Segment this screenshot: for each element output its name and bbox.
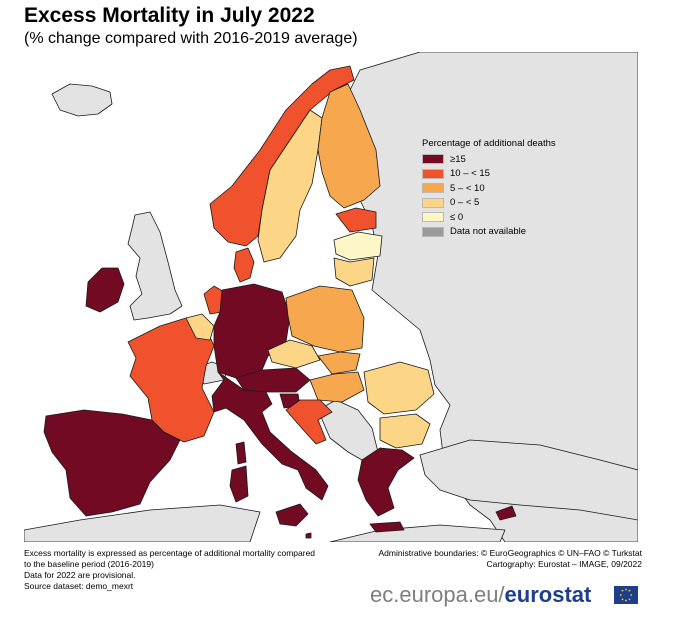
poland: [285, 285, 365, 353]
cyprus: [495, 505, 517, 521]
iceland: [51, 83, 113, 117]
legend-label: 10 – < 15: [450, 168, 490, 180]
norway: [209, 65, 355, 247]
sardinia: [229, 465, 249, 503]
legend-item-0-5: 0 – < 5: [422, 196, 556, 211]
belgium: [185, 313, 215, 341]
czechia: [267, 339, 321, 369]
footnote-line: Excess mortality is expressed as percent…: [24, 548, 316, 558]
eu-flag-icon: [614, 586, 638, 604]
legend-item-10-15: 10 – < 15: [422, 167, 556, 182]
sweden: [257, 109, 323, 263]
greece: [357, 447, 415, 517]
north-africa-east: [329, 524, 506, 542]
footnote-line: Data for 2022 are provisional.: [24, 570, 136, 580]
footnote-line: to the baseline period (2016-2019): [24, 559, 154, 569]
denmark: [233, 247, 255, 283]
legend-label: ≥15: [450, 153, 466, 165]
brand-name: eurostat: [504, 582, 592, 607]
legend-label: 0 – < 5: [450, 197, 480, 209]
slovakia: [317, 351, 361, 375]
footnote-line: Cartography: Eurostat – IMAGE, 09/2022: [486, 559, 642, 569]
legend-item-le0: ≤ 0: [422, 210, 556, 225]
eastern-landmass: [339, 52, 638, 542]
legend-label: 5 – < 10: [450, 182, 485, 194]
footnotes-right: Administrative boundaries: © EuroGeograp…: [350, 548, 642, 570]
legend-label: ≤ 0: [450, 211, 464, 223]
legend-swatch: [422, 226, 444, 237]
sicily: [275, 503, 309, 527]
legend-item-5-10: 5 – < 10: [422, 181, 556, 196]
bulgaria: [379, 413, 431, 449]
legend-swatch: [422, 197, 444, 208]
eurostat-brand[interactable]: ec.europa.eu/eurostat: [370, 582, 591, 608]
legend-swatch: [422, 168, 444, 179]
brand-domain: ec.europa.eu/: [370, 582, 505, 607]
north-africa: [24, 504, 261, 542]
footnote-line: Administrative boundaries: © EuroGeograp…: [378, 548, 642, 558]
crete: [369, 521, 405, 533]
map-title: Excess Mortality in July 2022: [24, 4, 315, 27]
corsica: [235, 441, 247, 465]
romania: [363, 361, 435, 415]
estonia: [335, 207, 377, 233]
legend-swatch: [422, 212, 444, 223]
latvia: [333, 231, 383, 261]
europe-map: [24, 52, 638, 542]
legend-item-ge15: ≥15: [422, 152, 556, 167]
footnotes-left: Excess mortality is expressed as percent…: [24, 548, 354, 592]
legend-title: Percentage of additional deaths: [422, 138, 556, 149]
iberia: [43, 409, 181, 517]
legend-label: Data not available: [450, 226, 527, 238]
legend-item-not-available: Data not available: [422, 225, 556, 240]
great-britain: [127, 211, 183, 321]
anatolia: [419, 439, 638, 521]
legend-swatch: [422, 183, 444, 194]
malta: [305, 532, 312, 539]
lithuania: [333, 257, 375, 287]
croatia: [285, 399, 333, 445]
map-legend: Percentage of additional deaths ≥15 10 –…: [422, 138, 556, 239]
finland: [317, 83, 381, 209]
italy: [211, 371, 329, 501]
legend-swatch: [422, 154, 444, 165]
map-subtitle: (% change compared with 2016-2019 averag…: [24, 30, 358, 47]
ireland: [85, 267, 125, 313]
footnote-line: Source dataset: demo_mexrt: [24, 581, 134, 591]
